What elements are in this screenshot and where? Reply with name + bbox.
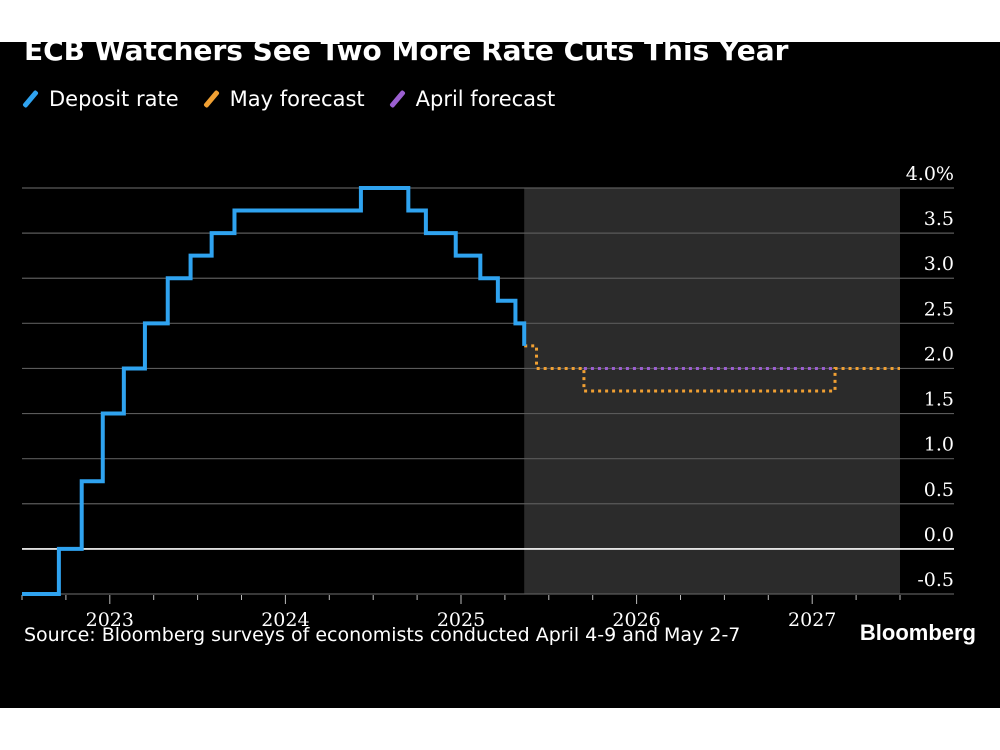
x-tick-label: 2023 bbox=[86, 609, 134, 631]
brand-logo: Bloomberg bbox=[859, 620, 976, 645]
line-chart: 4.0% 3.5 3.0 2.5 2.0 1.5 1.0 0.5 0.0 -0.5 2023 2024… bbox=[21, 163, 954, 631]
y-tick-label: 0.5 bbox=[924, 479, 954, 501]
series-line-deposit-rate bbox=[22, 186, 527, 596]
legend-label: May forecast bbox=[229, 87, 365, 111]
y-tick-label: 3.5 bbox=[924, 208, 954, 230]
legend-item-april-forecast: April forecast bbox=[388, 87, 556, 111]
legend-label: Deposit rate bbox=[49, 87, 179, 111]
legend: Deposit rate May forecast April forecast bbox=[22, 87, 581, 111]
y-tick-label: 4.0% bbox=[906, 163, 954, 185]
y-tick-label: 1.0 bbox=[924, 434, 954, 456]
y-tick-label: 3.0 bbox=[924, 253, 954, 275]
y-tick-label: -0.5 bbox=[917, 569, 954, 591]
x-tick-label: 2027 bbox=[788, 609, 836, 631]
legend-item-may-forecast: May forecast bbox=[202, 87, 365, 111]
series-line-may-forecast bbox=[524, 344, 900, 393]
legend-label: April forecast bbox=[415, 87, 556, 111]
x-tick-label: 2024 bbox=[261, 609, 309, 631]
source-note: Source: Bloomberg surveys of economists … bbox=[24, 624, 741, 646]
x-tick-label: 2026 bbox=[612, 609, 660, 631]
legend-item-deposit-rate: Deposit rate bbox=[22, 87, 179, 111]
chart-title: ECB Watchers See Two More Rate Cuts This… bbox=[24, 34, 789, 67]
y-tick-label: 2.5 bbox=[924, 298, 954, 320]
y-tick-label: 2.0 bbox=[924, 343, 954, 365]
x-tick-label: 2025 bbox=[437, 609, 485, 631]
y-tick-label: 1.5 bbox=[924, 389, 954, 411]
y-tick-label: 0.0 bbox=[924, 524, 954, 546]
